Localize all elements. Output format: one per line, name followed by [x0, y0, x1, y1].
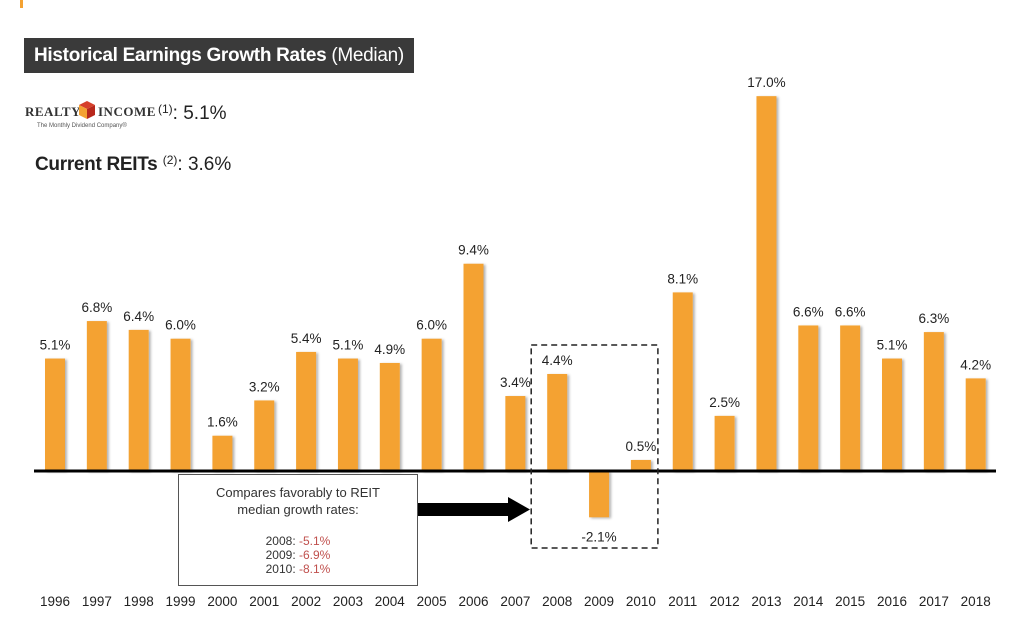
value-label-2015: 6.6%	[835, 304, 866, 319]
year-label-2000: 2000	[207, 594, 237, 609]
value-label-1998: 6.4%	[123, 309, 154, 324]
callout-row: 2010: -8.1%	[265, 562, 331, 576]
value-label-2013: 17.0%	[747, 75, 785, 90]
callout-line-1: Compares favorably to REIT	[215, 485, 380, 500]
year-label-2001: 2001	[249, 594, 279, 609]
value-label-1997: 6.8%	[81, 300, 112, 315]
accent-mark	[20, 0, 23, 8]
bar-2016	[882, 358, 902, 471]
year-label-2009: 2009	[584, 594, 614, 609]
value-label-2016: 5.1%	[877, 338, 908, 353]
bar-1996	[45, 358, 65, 471]
bar-2010	[630, 459, 651, 471]
bar-2008	[547, 373, 568, 471]
year-label-1999: 1999	[166, 594, 196, 609]
year-label-2006: 2006	[458, 594, 488, 609]
bar-2001	[254, 400, 275, 471]
bar-2006	[463, 263, 484, 471]
current-reits-median: Current REITs (2): 3.6%	[35, 153, 231, 176]
value-label-2003: 5.1%	[333, 338, 364, 353]
year-label-2008: 2008	[542, 594, 572, 609]
footnote-1: (1)	[158, 102, 173, 116]
value-label-1996: 5.1%	[40, 338, 71, 353]
value-label-2014: 6.6%	[793, 304, 824, 319]
bar-2007	[505, 396, 526, 471]
year-label-2002: 2002	[291, 594, 321, 609]
year-label-1997: 1997	[82, 594, 112, 609]
callout-row: 2008: -5.1%	[265, 534, 331, 548]
year-label-2017: 2017	[919, 594, 949, 609]
footnote-2: (2)	[162, 153, 178, 167]
title-main: Historical Earnings Growth Rates	[34, 45, 327, 66]
logo-word-realty: REALTY	[25, 104, 81, 119]
year-label-2005: 2005	[417, 594, 447, 609]
value-label-2009: -2.1%	[581, 529, 616, 544]
logo-word-income: INCOME	[98, 104, 156, 119]
year-label-2007: 2007	[500, 594, 530, 609]
logo-tagline: The Monthly Dividend Company®	[37, 123, 127, 129]
chart-title: Historical Earnings Growth Rates (Median…	[24, 38, 414, 73]
year-label-2011: 2011	[668, 594, 697, 609]
bar-1999	[170, 338, 191, 471]
bar-2013	[756, 96, 777, 472]
year-label-2004: 2004	[375, 594, 406, 609]
year-label-2014: 2014	[793, 594, 824, 609]
callout-box: Compares favorably to REIT median growth…	[178, 474, 418, 586]
bar-2014	[798, 325, 819, 471]
bar-2015	[840, 325, 861, 471]
year-label-2016: 2016	[877, 594, 907, 609]
value-label-2001: 3.2%	[249, 379, 280, 394]
year-label-2015: 2015	[835, 594, 865, 609]
cube-logo-icon	[79, 101, 95, 119]
value-label-2002: 5.4%	[291, 331, 322, 346]
callout-row: 2009: -6.9%	[265, 548, 331, 562]
bar-2017	[923, 332, 944, 471]
year-label-2013: 2013	[751, 594, 781, 609]
value-label-2010: 0.5%	[626, 439, 657, 454]
bar-2012	[714, 415, 735, 471]
current-reits-label: Current REITs	[35, 154, 158, 175]
value-label-2007: 3.4%	[500, 375, 531, 390]
value-label-1999: 6.0%	[165, 318, 196, 333]
callout-line-2: median growth rates:	[237, 502, 359, 517]
value-label-2000: 1.6%	[207, 415, 238, 430]
bar-2004	[379, 362, 400, 471]
year-label-1998: 1998	[124, 594, 154, 609]
year-label-2010: 2010	[626, 594, 656, 609]
title-sub: (Median)	[331, 45, 404, 66]
value-label-2012: 2.5%	[709, 395, 740, 410]
value-label-2017: 6.3%	[918, 311, 949, 326]
bar-2005	[421, 338, 442, 471]
realty-income-value: : 5.1%	[172, 103, 227, 124]
highlight-box-2008-2010	[530, 344, 659, 549]
bar-1997	[86, 321, 107, 471]
value-label-2018: 4.2%	[960, 357, 991, 372]
bar-2018	[965, 378, 986, 471]
value-label-2011: 8.1%	[667, 271, 698, 286]
current-reits-value: : 3.6%	[177, 154, 232, 175]
value-label-2008: 4.4%	[542, 353, 573, 368]
value-label-2006: 9.4%	[458, 243, 489, 258]
year-label-2003: 2003	[333, 594, 363, 609]
value-label-2005: 6.0%	[416, 318, 447, 333]
year-label-1996: 1996	[40, 594, 70, 609]
bar-2002	[296, 351, 317, 471]
value-label-2004: 4.9%	[374, 342, 405, 357]
bar-2009	[589, 471, 610, 518]
realty-income-logo: REALTY INCOME The Monthly Dividend Compa…	[25, 101, 156, 134]
bar-1998	[128, 329, 149, 471]
arrow-icon	[418, 497, 530, 522]
realty-income-median: (1): 5.1%	[158, 102, 227, 125]
year-label-2018: 2018	[961, 594, 991, 609]
bar-2000	[212, 435, 233, 471]
year-label-2012: 2012	[710, 594, 740, 609]
bar-2003	[337, 358, 358, 471]
bar-2011	[672, 292, 693, 471]
